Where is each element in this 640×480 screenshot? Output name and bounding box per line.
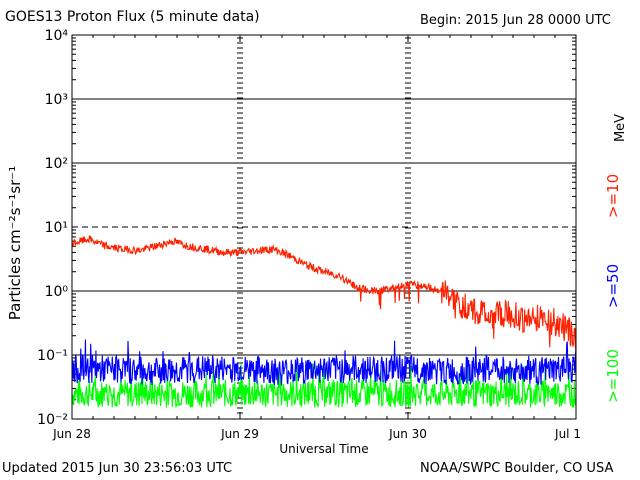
series-layer xyxy=(71,235,577,408)
legend-label-ge50: >=50 xyxy=(604,264,622,308)
updated-timestamp: Updated 2015 Jun 30 23:56:03 UTC xyxy=(2,461,233,476)
y-tick-label: 10⁴ xyxy=(45,28,69,44)
series-line-ge10 xyxy=(71,235,577,350)
energy-unit-label: MeV xyxy=(613,114,628,142)
y-tick-label: 10⁻¹ xyxy=(37,348,68,364)
legend-label-ge100: >=100 xyxy=(604,349,622,403)
y-axis-label: Particles cm⁻²s⁻¹sr⁻¹ xyxy=(6,166,24,320)
y-tick-label: 10³ xyxy=(45,92,68,108)
plot-frame xyxy=(71,34,577,420)
x-axis-label: Universal Time xyxy=(279,442,368,456)
y-tick-label: 10¹ xyxy=(45,220,68,236)
x-tick-labels: Jun 28 Jun 29 Jun 30 Jul 1 xyxy=(52,427,581,441)
begin-time-label: Begin: 2015 Jun 28 0000 UTC xyxy=(420,13,611,28)
series-line-ge50 xyxy=(71,339,577,387)
x-tick-label: Jun 28 xyxy=(52,427,91,441)
x-tick-label: Jun 29 xyxy=(220,427,259,441)
legend-label-ge10: >=10 xyxy=(604,174,622,218)
y-tick-label: 10⁻² xyxy=(37,412,68,428)
y-tick-label: 10⁰ xyxy=(45,284,69,300)
x-tick-label: Jun 30 xyxy=(388,427,427,441)
x-tick-label: Jul 1 xyxy=(554,427,581,441)
series-line-ge100 xyxy=(71,363,577,408)
credit-label: NOAA/SWPC Boulder, CO USA xyxy=(420,461,614,476)
chart-title: GOES13 Proton Flux (5 minute data) xyxy=(5,9,260,25)
y-tick-labels: 10⁻² 10⁻¹ 10⁰ 10¹ 10² 10³ 10⁴ xyxy=(37,28,68,428)
y-tick-label: 10² xyxy=(45,156,68,172)
legend: >=10 >=50 >=100 xyxy=(604,174,622,403)
